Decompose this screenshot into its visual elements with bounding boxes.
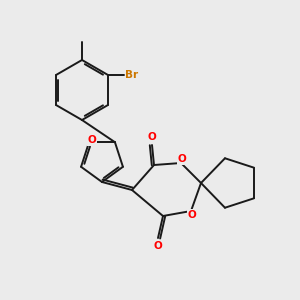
Text: O: O (188, 210, 196, 220)
Text: O: O (88, 135, 96, 145)
Text: O: O (148, 132, 156, 142)
Text: Br: Br (125, 70, 139, 80)
Text: O: O (154, 241, 162, 251)
Text: O: O (178, 154, 186, 164)
